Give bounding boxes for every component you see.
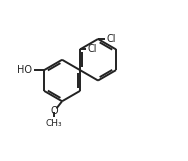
Text: Cl: Cl: [88, 44, 97, 54]
Text: O: O: [50, 106, 58, 116]
Text: HO: HO: [17, 65, 32, 75]
Text: Cl: Cl: [106, 34, 116, 44]
Text: CH₃: CH₃: [46, 119, 62, 128]
